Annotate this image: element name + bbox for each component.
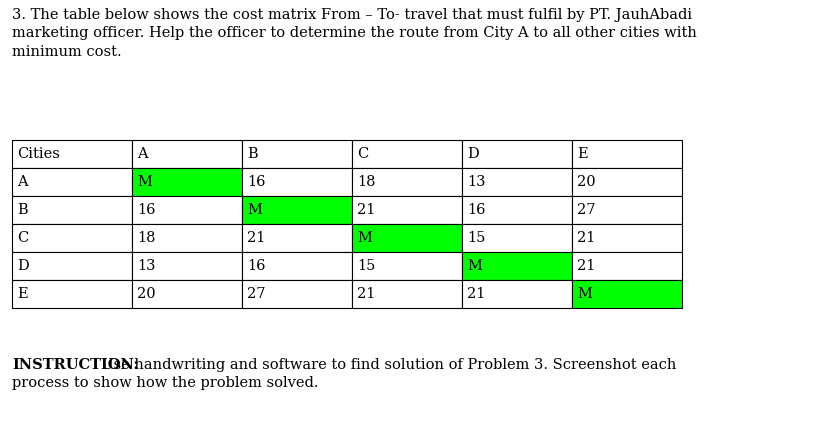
Text: 16: 16 [247, 259, 265, 273]
Text: INSTRUCTION:: INSTRUCTION: [12, 358, 139, 372]
Text: E: E [17, 287, 28, 301]
Bar [572, 280, 682, 308]
Bar [462, 168, 572, 196]
Text: 16: 16 [467, 203, 485, 217]
Bar [132, 168, 242, 196]
Bar [352, 140, 462, 168]
Bar [352, 252, 462, 280]
Bar [462, 280, 572, 308]
Text: Use handwriting and software to find solution of Problem 3. Screenshot each: Use handwriting and software to find sol… [92, 358, 676, 372]
Bar [242, 140, 352, 168]
Text: D: D [17, 259, 28, 273]
Text: D: D [467, 147, 479, 161]
Text: B: B [247, 147, 257, 161]
Text: 18: 18 [357, 175, 375, 189]
Bar [572, 252, 682, 280]
Bar [132, 140, 242, 168]
Text: C: C [357, 147, 368, 161]
Bar [462, 140, 572, 168]
Text: 21: 21 [247, 231, 265, 245]
Text: 16: 16 [247, 175, 265, 189]
Text: C: C [17, 231, 28, 245]
Text: 13: 13 [467, 175, 485, 189]
Bar [242, 252, 352, 280]
Bar [352, 224, 462, 252]
Text: 3. The table below shows the cost matrix From – To- travel that must fulfil by P: 3. The table below shows the cost matrix… [12, 8, 697, 59]
Bar [462, 252, 572, 280]
Text: 21: 21 [577, 259, 595, 273]
Bar [572, 140, 682, 168]
Bar [132, 224, 242, 252]
Bar [12, 224, 132, 252]
Text: M: M [137, 175, 152, 189]
Text: 27: 27 [577, 203, 596, 217]
Bar [462, 224, 572, 252]
Bar [242, 196, 352, 224]
Bar [462, 196, 572, 224]
Text: 18: 18 [137, 231, 155, 245]
Text: B: B [17, 203, 28, 217]
Text: 13: 13 [137, 259, 155, 273]
Bar [352, 280, 462, 308]
Text: 16: 16 [137, 203, 155, 217]
Text: 21: 21 [357, 203, 375, 217]
Text: 27: 27 [247, 287, 265, 301]
Text: M: M [467, 259, 482, 273]
Text: 21: 21 [577, 231, 595, 245]
Bar [352, 168, 462, 196]
Text: M: M [247, 203, 262, 217]
Text: Cities: Cities [17, 147, 60, 161]
Bar [132, 252, 242, 280]
Text: M: M [357, 231, 372, 245]
Bar [12, 196, 132, 224]
Bar [12, 140, 132, 168]
Text: 21: 21 [357, 287, 375, 301]
Text: 20: 20 [137, 287, 155, 301]
Bar [242, 224, 352, 252]
Bar [572, 224, 682, 252]
Bar [352, 196, 462, 224]
Text: 15: 15 [357, 259, 375, 273]
Bar [132, 280, 242, 308]
Bar [572, 196, 682, 224]
Text: 20: 20 [577, 175, 596, 189]
Text: 15: 15 [467, 231, 485, 245]
Text: A: A [137, 147, 147, 161]
Text: E: E [577, 147, 588, 161]
Bar [12, 280, 132, 308]
Text: A: A [17, 175, 28, 189]
Text: M: M [577, 287, 592, 301]
Bar [242, 280, 352, 308]
Bar [242, 168, 352, 196]
Bar [12, 252, 132, 280]
Bar [132, 196, 242, 224]
Bar [12, 168, 132, 196]
Text: 21: 21 [467, 287, 485, 301]
Text: process to show how the problem solved.: process to show how the problem solved. [12, 376, 318, 390]
Bar [572, 168, 682, 196]
